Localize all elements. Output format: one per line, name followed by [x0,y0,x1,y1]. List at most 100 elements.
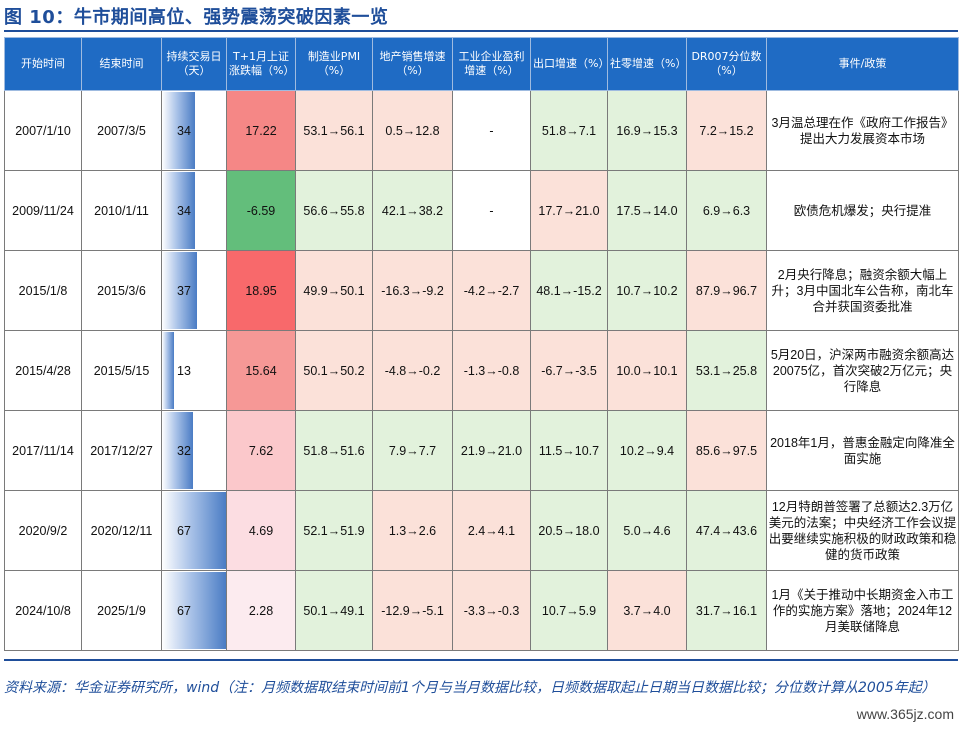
watermark: www.365jz.com [856,706,954,722]
event-cell: 2月央行降息；融资余额大幅上升；3月中国北车公告称，南北车合并获国资委批准 [766,250,959,331]
duration-value: 34 [177,203,191,218]
duration-cell: 13 [161,330,227,411]
retail-cell: 17.5→14.0 [607,170,687,251]
dr007-cell: 85.6→97.5 [686,410,767,491]
duration-value: 13 [177,363,191,378]
end-date-cell: 2015/5/15 [81,330,162,411]
header-export: 出口增速（%） [530,37,609,91]
start-date-cell: 2009/11/24 [4,170,82,251]
retail-cell: 10.2→9.4 [607,410,687,491]
export-cell: 48.1→-15.2 [530,250,608,331]
table-row: 2020/9/2 2020/12/11 67 4.69 52.1→51.9 1.3→2.6… [4,490,959,571]
industrial-profit-cell: -3.3→-0.3 [452,570,531,651]
header-end: 结束时间 [81,37,162,91]
header-pmi: 制造业PMI（%） [295,37,373,91]
t1-change-cell: 17.22 [226,90,296,171]
start-date-cell: 2007/1/10 [4,90,82,171]
duration-bar [162,92,195,169]
footer-divider [4,659,958,661]
start-date-cell: 2017/11/14 [4,410,82,491]
event-cell: 1月《关于推动中长期资金入市工作的实施方案》落地；2024年12月美联储降息 [766,570,959,651]
end-date-cell: 2017/12/27 [81,410,162,491]
duration-bar [162,492,226,569]
event-cell: 5月20日，沪深两市融资余额高达20075亿，首次突破2万亿元；央行降息 [766,330,959,411]
t1-change-cell: 18.95 [226,250,296,331]
dr007-cell: 31.7→16.1 [686,570,767,651]
table-row: 2009/11/24 2010/1/11 34 -6.59 56.6→55.8 42.1→… [4,170,959,251]
table-row: 2015/4/28 2015/5/15 13 15.64 50.1→50.2 -4.8→-… [4,330,959,411]
start-date-cell: 2024/10/8 [4,570,82,651]
pmi-cell: 51.8→51.6 [295,410,373,491]
event-cell: 2018年1月，普惠金融定向降准全面实施 [766,410,959,491]
source-note: 资料来源：华金证券研究所，wind（注：月频数据取结束时间前1个月与当月数据比较… [4,680,936,696]
estate-sales-cell: 42.1→38.2 [372,170,453,251]
end-date-cell: 2020/12/11 [81,490,162,571]
estate-sales-cell: 7.9→7.7 [372,410,453,491]
dr007-cell: 87.9→96.7 [686,250,767,331]
header-t1-change: T+1月上证涨跌幅（%） [226,37,296,91]
start-date-cell: 2015/4/28 [4,330,82,411]
export-cell: 10.7→5.9 [530,570,608,651]
industrial-profit-cell: 2.4→4.1 [452,490,531,571]
factor-table: 开始时间 结束时间 持续交易日（天） T+1月上证涨跌幅（%） 制造业PMI（%… [4,37,959,651]
retail-cell: 16.9→15.3 [607,90,687,171]
dr007-cell: 7.2→15.2 [686,90,767,171]
pmi-cell: 50.1→50.2 [295,330,373,411]
table-row: 2007/1/10 2007/3/5 34 17.22 53.1→56.1 0.5→12.… [4,90,959,171]
header-retail: 社零增速（%） [607,37,687,91]
start-date-cell: 2020/9/2 [4,490,82,571]
table-row: 2017/11/14 2017/12/27 32 7.62 51.8→51.6 7.9→7… [4,410,959,491]
t1-change-cell: 15.64 [226,330,296,411]
event-cell: 欧债危机爆发；央行提准 [766,170,959,251]
header-row: 开始时间 结束时间 持续交易日（天） T+1月上证涨跌幅（%） 制造业PMI（%… [4,37,959,91]
end-date-cell: 2010/1/11 [81,170,162,251]
dr007-cell: 6.9→6.3 [686,170,767,251]
t1-change-cell: -6.59 [226,170,296,251]
t1-change-cell: 7.62 [226,410,296,491]
duration-value: 34 [177,123,191,138]
duration-cell: 32 [161,410,227,491]
start-date-cell: 2015/1/8 [4,250,82,331]
industrial-profit-cell: -1.3→-0.8 [452,330,531,411]
header-dr007: DR007分位数（%） [686,37,767,91]
header-start: 开始时间 [4,37,82,91]
duration-cell: 34 [161,90,227,171]
duration-bar [162,572,226,649]
table-row: 2024/10/8 2025/1/9 67 2.28 50.1→49.1 -12.9→-5… [4,570,959,651]
retail-cell: 3.7→4.0 [607,570,687,651]
export-cell: 20.5→18.0 [530,490,608,571]
retail-cell: 10.7→10.2 [607,250,687,331]
duration-cell: 34 [161,170,227,251]
end-date-cell: 2007/3/5 [81,90,162,171]
export-cell: 51.8→7.1 [530,90,608,171]
pmi-cell: 56.6→55.8 [295,170,373,251]
title-divider [4,30,958,32]
estate-sales-cell: -4.8→-0.2 [372,330,453,411]
dr007-cell: 53.1→25.8 [686,330,767,411]
duration-bar [162,332,175,409]
pmi-cell: 49.9→50.1 [295,250,373,331]
end-date-cell: 2025/1/9 [81,570,162,651]
end-date-cell: 2015/3/6 [81,250,162,331]
page-title: 图 10：牛市期间高位、强势震荡突破因素一览 [4,7,389,28]
estate-sales-cell: 1.3→2.6 [372,490,453,571]
industrial-profit-cell: - [452,170,531,251]
industrial-profit-cell: - [452,90,531,171]
industrial-profit-cell: 21.9→21.0 [452,410,531,491]
duration-cell: 37 [161,250,227,331]
estate-sales-cell: -12.9→-5.1 [372,570,453,651]
dr007-cell: 47.4→43.6 [686,490,767,571]
duration-value: 37 [177,283,191,298]
duration-cell: 67 [161,570,227,651]
event-cell: 12月特朗普签署了总额达2.3万亿美元的法案；中央经济工作会议提出要继续实施积极… [766,490,959,571]
pmi-cell: 53.1→56.1 [295,90,373,171]
export-cell: 17.7→21.0 [530,170,608,251]
duration-bar [162,252,198,329]
industrial-profit-cell: -4.2→-2.7 [452,250,531,331]
header-industrial-profit: 工业企业盈利增速（%） [452,37,531,91]
event-cell: 3月温总理在作《政府工作报告》提出大力发展资本市场 [766,90,959,171]
duration-bar [162,172,195,249]
pmi-cell: 50.1→49.1 [295,570,373,651]
duration-value: 67 [177,523,191,538]
retail-cell: 10.0→10.1 [607,330,687,411]
